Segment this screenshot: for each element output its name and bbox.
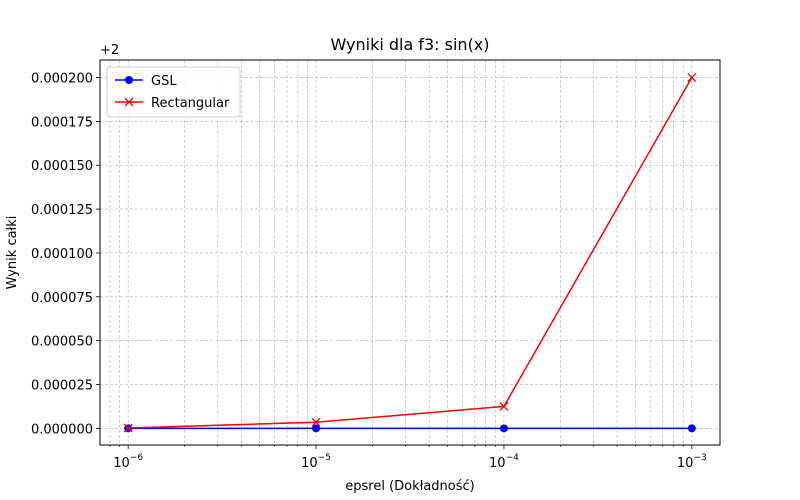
y-offset-label: +2 — [100, 43, 119, 58]
legend-marker — [124, 97, 134, 107]
y-tick-label: 0.000125 — [31, 203, 93, 218]
legend-marker — [125, 76, 133, 84]
y-tick-label: 0.000000 — [31, 422, 93, 437]
legend: GSL Rectangular — [106, 66, 241, 118]
series-layer — [123, 73, 697, 433]
data-point-gsl — [687, 424, 696, 433]
chart-title: Wyniki dla f3: sin(x) — [330, 35, 489, 54]
y-axis-label: Wynik całki — [5, 216, 20, 290]
data-point-gsl — [499, 424, 508, 433]
x-tick-label: 10−5 — [301, 453, 331, 471]
data-point-rectangular — [687, 73, 697, 82]
y-tick-label: 0.000075 — [31, 291, 93, 306]
data-point-rectangular — [311, 417, 321, 427]
y-tick-label: 0.000200 — [31, 72, 93, 87]
legend-label: Rectangular — [151, 96, 230, 111]
y-tick-label: 0.000050 — [31, 335, 93, 350]
grid — [100, 60, 720, 445]
x-tick-label: 10−6 — [113, 453, 143, 471]
x-marker-stroke — [311, 417, 321, 427]
x-marker-stroke — [123, 423, 133, 433]
y-tick-label: 0.000150 — [31, 159, 93, 174]
x-axis-label: epsrel (Dokładność) — [345, 479, 475, 494]
series-line-rectangular — [128, 77, 693, 429]
legend-item: GSL — [115, 74, 177, 89]
legend-item: Rectangular — [115, 96, 230, 111]
data-point-rectangular — [499, 401, 509, 411]
x-marker-stroke — [687, 73, 697, 82]
plot-frame — [99, 59, 721, 446]
x-tick-label: 10−3 — [677, 453, 707, 471]
x-marker-stroke — [499, 401, 509, 411]
y-tick-label: 0.000025 — [31, 378, 93, 393]
ticks: 0.000000 0.000025 0.000050 0.000075 0.000100… — [31, 72, 707, 471]
data-point-rectangular — [123, 423, 133, 433]
data-point-gsl — [312, 424, 321, 433]
x-tick-label: 10−4 — [489, 453, 519, 471]
y-tick-label: 0.000175 — [31, 115, 93, 130]
legend-label: GSL — [151, 74, 177, 89]
y-tick-label: 0.000100 — [31, 247, 93, 262]
